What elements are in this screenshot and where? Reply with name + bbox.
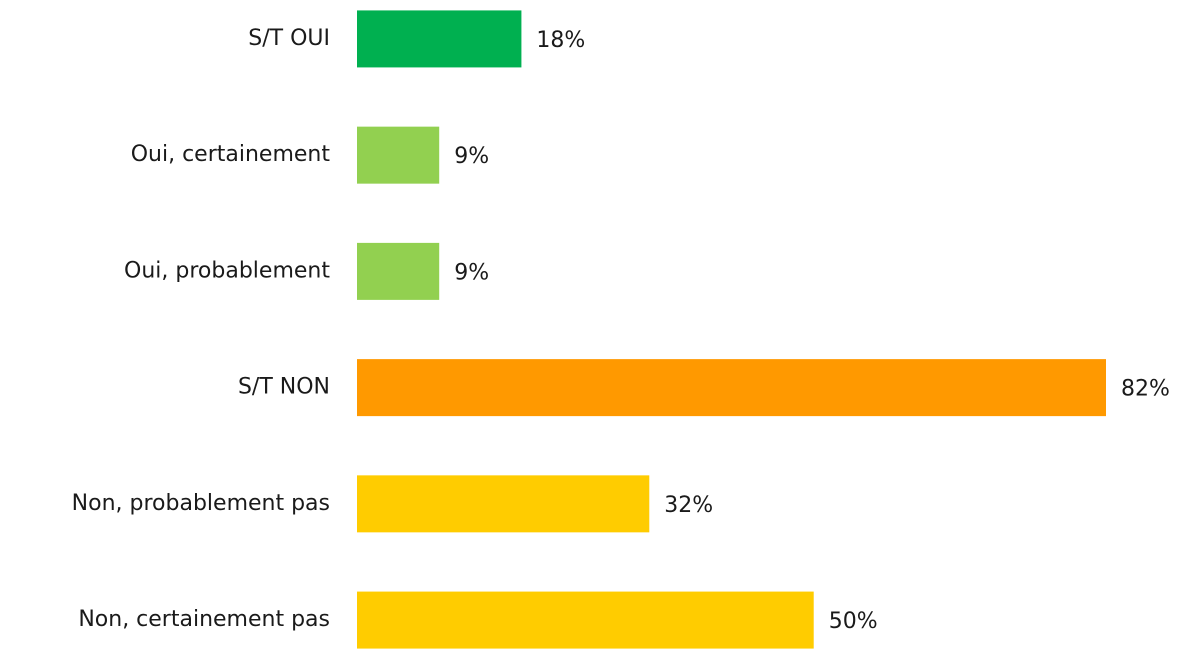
bar [357, 591, 814, 649]
value-label: 9% [454, 260, 489, 285]
category-label: S/T NON [238, 375, 330, 400]
bar [357, 126, 440, 184]
bar [357, 242, 440, 300]
category-label: Oui, probablement [124, 258, 330, 283]
value-label: 32% [664, 493, 713, 518]
value-label: 50% [829, 609, 878, 634]
category-label: S/T OUI [248, 26, 330, 51]
value-label: 18% [536, 28, 585, 53]
bar [357, 359, 1106, 417]
value-label: 82% [1121, 377, 1170, 402]
category-label: Oui, certainement [131, 142, 331, 167]
category-label: Non, probablement pas [72, 491, 330, 516]
category-label: Non, certainement pas [78, 607, 330, 632]
bar [357, 475, 650, 533]
value-label: 9% [454, 144, 489, 169]
bar [357, 10, 522, 68]
